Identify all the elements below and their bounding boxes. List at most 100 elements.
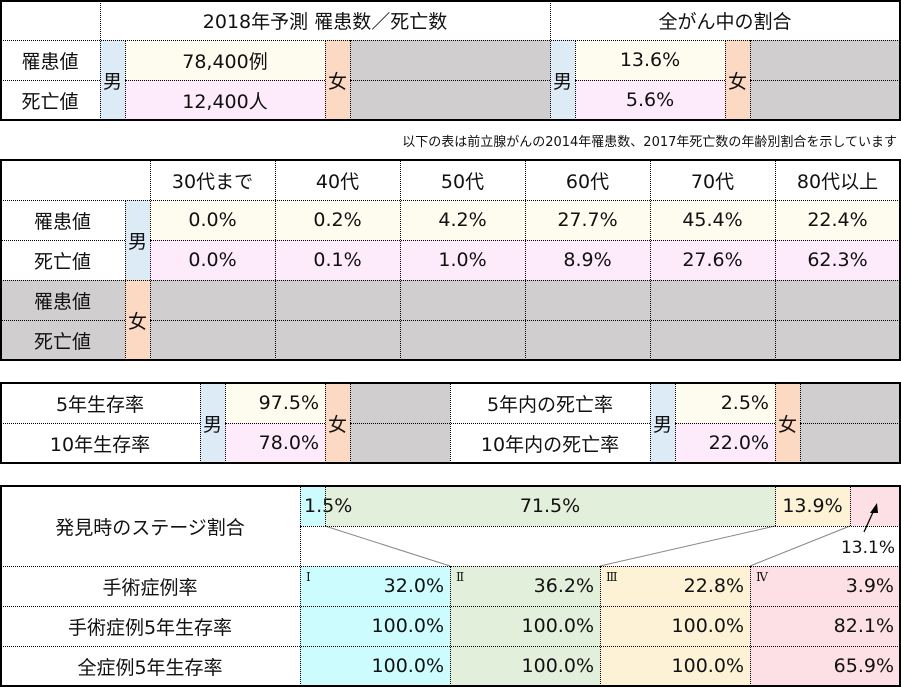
divider xyxy=(450,383,451,463)
divider xyxy=(0,40,900,41)
male-incidence-cell: 0.2% xyxy=(275,200,400,240)
male-label: 男 xyxy=(125,200,150,280)
table-frame xyxy=(0,159,901,361)
male-label: 男 xyxy=(200,383,225,463)
stage-2-surgery-5yr: 100.0% xyxy=(450,606,600,646)
stage-unknown-pct: 13.1% xyxy=(840,538,895,558)
divider xyxy=(350,80,550,81)
divider xyxy=(350,383,351,463)
divider xyxy=(550,0,551,120)
male-incidence-cell: 4.2% xyxy=(400,200,525,240)
female-incidence-share xyxy=(750,40,900,80)
divider xyxy=(400,160,401,360)
divider xyxy=(200,383,201,463)
stage-1-all-5yr: 100.0% xyxy=(300,646,450,686)
divider xyxy=(800,383,801,463)
stage-2-label: Ⅱ xyxy=(456,570,465,584)
divider xyxy=(350,40,351,120)
divider xyxy=(800,423,900,424)
label-10yr-survival: 10年生存率 xyxy=(49,433,151,456)
age-header: 40代 xyxy=(315,170,360,193)
divider xyxy=(300,526,900,527)
divider xyxy=(150,160,151,360)
stage-bar-1-value: 1.5% xyxy=(304,495,353,517)
divider xyxy=(650,383,651,463)
divider xyxy=(225,383,226,463)
male-death-cell: 1.0% xyxy=(400,240,525,280)
male-label: 男 xyxy=(100,40,125,120)
divider xyxy=(0,280,900,281)
male-death-count: 12,400人 xyxy=(125,80,325,120)
divider xyxy=(525,160,526,360)
stage-2-all-5yr: 100.0% xyxy=(450,646,600,686)
row-label-deaths: 死亡値 xyxy=(0,320,125,360)
male-incidence-cell: 45.4% xyxy=(650,200,775,240)
divider xyxy=(125,40,126,120)
row-label-incidence: 罹患値 xyxy=(33,210,91,233)
divider xyxy=(675,383,676,463)
divider xyxy=(575,40,576,120)
table-frame xyxy=(0,0,901,121)
stage-3-surgery-5yr: 100.0% xyxy=(600,606,750,646)
divider xyxy=(0,240,125,241)
male-incidence-cell: 0.0% xyxy=(150,200,275,240)
divider xyxy=(0,80,100,81)
label-5yr-survival: 5年生存率 xyxy=(55,393,145,416)
label-all-5yr: 全症例5年生存率 xyxy=(77,656,223,679)
row-label-deaths: 死亡値 xyxy=(21,90,79,113)
divider xyxy=(325,486,326,526)
age-header: 50代 xyxy=(440,170,485,193)
stage-bar-2: 71.5% xyxy=(325,486,775,526)
value: 32.0% xyxy=(383,575,444,597)
stage-bar-1: 1.5% xyxy=(300,486,352,526)
male-10yr-survival: 78.0% xyxy=(225,423,325,463)
male-death-cell: 8.9% xyxy=(525,240,650,280)
stage-2-surgery-rate: Ⅱ 36.2% xyxy=(450,566,600,606)
divider xyxy=(100,0,101,120)
male-death-cell: 62.3% xyxy=(775,240,900,280)
stage-3-surgery-rate: Ⅲ 22.8% xyxy=(600,566,750,606)
divider xyxy=(750,80,900,81)
stage-4-surgery-5yr: 82.1% xyxy=(750,606,900,646)
label-surgery-5yr: 手術症例5年生存率 xyxy=(67,616,233,639)
age-header: 60代 xyxy=(565,170,610,193)
stage-3-all-5yr: 100.0% xyxy=(600,646,750,686)
male-10yr-mortality: 22.0% xyxy=(675,423,775,463)
female-label: 女 xyxy=(325,40,350,120)
stage-4-all-5yr: 65.9% xyxy=(750,646,900,686)
age-header: 70代 xyxy=(690,170,735,193)
divider xyxy=(850,486,851,526)
male-death-cell: 27.6% xyxy=(650,240,775,280)
age-header: 30代まで xyxy=(171,170,254,193)
row-label-deaths: 死亡値 xyxy=(33,250,91,273)
male-incidence-cell: 22.4% xyxy=(775,200,900,240)
label-5yr-mortality: 5年内の死亡率 xyxy=(486,393,614,416)
male-death-cell: 0.0% xyxy=(150,240,275,280)
female-label: 女 xyxy=(775,383,800,463)
label-10yr-mortality: 10年内の死亡率 xyxy=(480,433,620,456)
stage-3-label: Ⅲ xyxy=(606,570,618,584)
female-death-count xyxy=(350,80,550,120)
stage-4-label: Ⅳ xyxy=(756,570,768,584)
divider xyxy=(775,383,776,463)
value: 22.8% xyxy=(683,575,744,597)
table-frame xyxy=(0,485,901,687)
age-table-note: 以下の表は前立腺がんの2014年罹患数、2017年死亡数の年齢別割合を示していま… xyxy=(402,134,897,150)
male-death-share: 5.6% xyxy=(575,80,725,120)
divider xyxy=(675,423,775,424)
divider xyxy=(125,200,126,360)
female-death-share xyxy=(750,80,900,120)
value: 36.2% xyxy=(533,575,594,597)
divider xyxy=(650,160,651,360)
female-label: 女 xyxy=(125,280,150,360)
male-label: 男 xyxy=(550,40,575,120)
divider xyxy=(0,200,900,201)
divider xyxy=(0,423,200,424)
female-label: 女 xyxy=(725,40,750,120)
divider xyxy=(775,486,776,526)
divider xyxy=(0,320,125,321)
male-incidence-share: 13.6% xyxy=(575,40,725,80)
stage-1-label: Ⅰ xyxy=(306,570,311,584)
divider xyxy=(575,80,725,81)
stage-bar-3: 13.9% xyxy=(775,486,850,526)
